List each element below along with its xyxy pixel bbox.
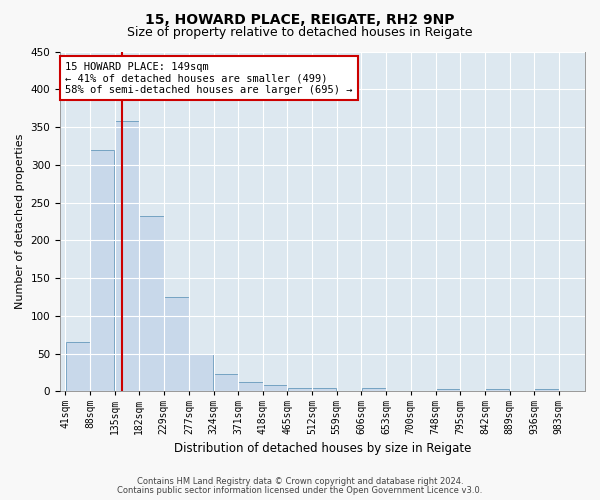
Bar: [189, 354, 213, 392]
Bar: [115, 121, 139, 392]
Bar: [214, 374, 238, 392]
Text: Contains HM Land Registry data © Crown copyright and database right 2024.: Contains HM Land Registry data © Crown c…: [137, 477, 463, 486]
Bar: [65, 342, 89, 392]
Bar: [312, 388, 337, 392]
Text: 15 HOWARD PLACE: 149sqm
← 41% of detached houses are smaller (499)
58% of semi-d: 15 HOWARD PLACE: 149sqm ← 41% of detache…: [65, 62, 353, 95]
Text: Size of property relative to detached houses in Reigate: Size of property relative to detached ho…: [127, 26, 473, 39]
Bar: [263, 386, 287, 392]
Bar: [362, 388, 386, 392]
Bar: [164, 297, 188, 392]
Bar: [238, 382, 263, 392]
Text: Contains public sector information licensed under the Open Government Licence v3: Contains public sector information licen…: [118, 486, 482, 495]
Y-axis label: Number of detached properties: Number of detached properties: [15, 134, 25, 309]
Bar: [436, 389, 460, 392]
Bar: [485, 389, 509, 392]
Bar: [535, 389, 559, 392]
Bar: [139, 216, 164, 392]
Text: 15, HOWARD PLACE, REIGATE, RH2 9NP: 15, HOWARD PLACE, REIGATE, RH2 9NP: [145, 12, 455, 26]
X-axis label: Distribution of detached houses by size in Reigate: Distribution of detached houses by size …: [174, 442, 471, 455]
Bar: [287, 388, 312, 392]
Bar: [90, 150, 114, 392]
